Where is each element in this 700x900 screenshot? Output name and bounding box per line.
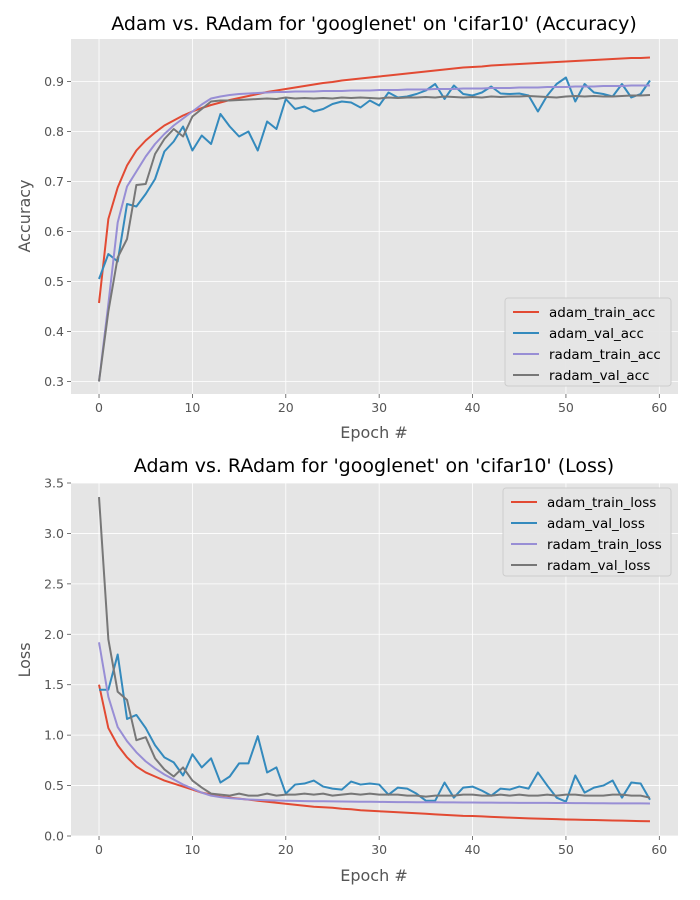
accuracy-y-axis-label: Accuracy (15, 179, 34, 252)
loss-x-tick-label: 50 (558, 842, 574, 857)
loss-ticks: 0 10 20 30 40 50 60 0.0 0.5 1.0 1.5 2.0 2.5 3.0 3.5 (44, 476, 667, 858)
accuracy-x-tick-label: 40 (465, 400, 481, 415)
legend-label-adam-val-acc: adam_val_acc (549, 326, 644, 342)
accuracy-y-tick-label: 0.7 (44, 174, 64, 189)
legend-label-adam-val-loss: adam_val_loss (547, 516, 645, 532)
accuracy-x-tick-label: 10 (184, 400, 200, 415)
loss-y-tick-label: 1.0 (44, 728, 64, 743)
accuracy-y-tick-label: 0.8 (44, 124, 64, 139)
loss-y-tick-label: 0.0 (44, 829, 64, 844)
loss-series (98, 497, 651, 823)
series-line-radam-train-loss (98, 642, 650, 805)
loss-y-tick-label: 1.5 (44, 677, 64, 692)
loss-x-tick-label: 60 (651, 842, 667, 857)
loss-y-tick-label: 0.5 (44, 778, 64, 793)
loss-x-axis-label: Epoch # (340, 866, 407, 885)
legend-label-radam-train-acc: radam_train_acc (549, 347, 661, 363)
series-line-radam-val-acc (98, 94, 651, 382)
loss-x-tick-label: 40 (465, 842, 481, 857)
legend-label-radam-val-acc: radam_val_acc (549, 368, 649, 384)
loss-x-tick-label: 20 (278, 842, 294, 857)
accuracy-y-tick-label: 0.4 (44, 324, 64, 339)
series-line-radam-val-loss (98, 497, 651, 799)
loss-y-tick-label: 2.5 (44, 576, 64, 591)
accuracy-chart: Adam vs. RAdam for 'googlenet' on 'cifar… (15, 13, 678, 442)
loss-legend: adam_train_loss adam_val_loss radam_train_… (502, 487, 672, 577)
legend-label-radam-train-loss: radam_train_loss (547, 537, 662, 553)
series-line-adam-val-acc (98, 76, 651, 280)
series-line-radam-train-acc (98, 84, 650, 382)
accuracy-chart-title: Adam vs. RAdam for 'googlenet' on 'cifar… (111, 13, 636, 35)
loss-y-tick-label: 2.0 (44, 627, 64, 642)
accuracy-x-tick-label: 20 (278, 400, 294, 415)
legend-label-adam-train-acc: adam_train_acc (549, 305, 655, 321)
accuracy-x-tick-label: 0 (95, 400, 103, 415)
legend-label-radam-val-loss: radam_val_loss (547, 558, 650, 574)
loss-x-tick-label: 0 (95, 842, 103, 857)
accuracy-series (98, 56, 651, 382)
accuracy-x-tick-label: 30 (371, 400, 387, 415)
accuracy-x-tick-label: 50 (558, 400, 574, 415)
accuracy-legend: adam_train_acc adam_val_acc radam_train_ac… (504, 297, 672, 387)
loss-chart: Adam vs. RAdam for 'googlenet' on 'cifar… (15, 455, 678, 885)
loss-x-tick-label: 10 (184, 842, 200, 857)
loss-chart-title: Adam vs. RAdam for 'googlenet' on 'cifar… (134, 455, 614, 477)
accuracy-legend-box (504, 297, 672, 387)
accuracy-y-tick-label: 0.3 (44, 374, 64, 389)
loss-x-tick-label: 30 (371, 842, 387, 857)
accuracy-x-tick-label: 60 (651, 400, 667, 415)
loss-y-axis-label: Loss (15, 642, 34, 677)
accuracy-y-tick-label: 0.6 (44, 224, 64, 239)
series-line-adam-train-loss (98, 684, 651, 823)
loss-y-tick-label: 3.5 (44, 476, 64, 491)
accuracy-y-tick-label: 0.9 (44, 74, 64, 89)
loss-legend-box (502, 487, 672, 577)
accuracy-y-tick-label: 0.5 (44, 274, 64, 289)
series-line-adam-val-loss (99, 653, 651, 803)
legend-label-adam-train-loss: adam_train_loss (547, 495, 656, 511)
accuracy-x-axis-label: Epoch # (340, 423, 407, 442)
loss-y-tick-label: 3.0 (44, 526, 64, 541)
accuracy-ticks: 0 10 20 30 40 50 60 0.3 0.4 0.5 0.6 0.7 0.8 0.9 (44, 74, 667, 415)
